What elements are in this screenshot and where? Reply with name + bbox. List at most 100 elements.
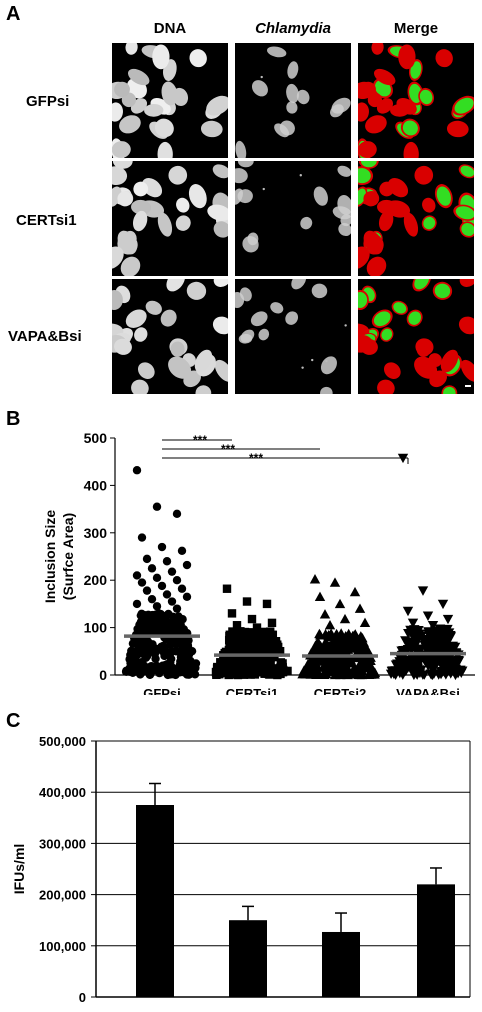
inclusion-shape bbox=[358, 188, 366, 205]
nucleus-shape bbox=[212, 316, 228, 335]
data-point bbox=[178, 615, 187, 624]
data-point bbox=[417, 586, 429, 596]
y-tick-label: 0 bbox=[99, 667, 107, 683]
data-point bbox=[357, 638, 369, 648]
nucleus-shape bbox=[213, 279, 228, 287]
data-point bbox=[136, 639, 145, 648]
data-point bbox=[141, 663, 151, 672]
data-point bbox=[402, 606, 414, 617]
column-header-chlamydia: Chlamydia bbox=[255, 20, 331, 37]
data-point bbox=[235, 647, 244, 656]
data-point bbox=[276, 658, 286, 667]
inclusion-shape bbox=[434, 283, 451, 299]
micrograph-image bbox=[112, 161, 228, 276]
inclusion-shape bbox=[358, 168, 371, 184]
inclusion-shape bbox=[258, 328, 270, 341]
data-point bbox=[273, 640, 282, 649]
data-point bbox=[245, 665, 254, 674]
data-point bbox=[245, 660, 255, 670]
speck-shape bbox=[262, 187, 265, 191]
data-point bbox=[227, 654, 236, 664]
panel-a-letter: A bbox=[6, 3, 21, 25]
data-point bbox=[254, 645, 264, 655]
x-tick-label: VAPA&Bsi bbox=[402, 1009, 471, 1012]
nucleus-shape bbox=[168, 165, 188, 185]
bar bbox=[417, 884, 455, 997]
nucleus-shape bbox=[112, 246, 124, 270]
data-point bbox=[265, 629, 274, 639]
nucleus-shape bbox=[363, 191, 379, 207]
inclusion-shape bbox=[358, 292, 368, 309]
data-point bbox=[172, 604, 182, 613]
data-point bbox=[396, 646, 407, 656]
data-point bbox=[312, 662, 324, 672]
data-point bbox=[154, 618, 163, 628]
data-point bbox=[240, 635, 249, 644]
data-point bbox=[432, 638, 444, 648]
nucleus-shape bbox=[422, 197, 436, 213]
speck-shape bbox=[344, 324, 347, 327]
data-point bbox=[334, 598, 346, 609]
y-tick-label: 400 bbox=[84, 477, 108, 493]
data-point bbox=[326, 638, 338, 648]
inclusion-shape bbox=[235, 168, 248, 184]
data-point bbox=[408, 670, 420, 681]
data-point bbox=[186, 656, 195, 666]
nucleus-shape bbox=[358, 102, 369, 122]
data-point bbox=[163, 660, 172, 669]
nucleus-shape bbox=[160, 309, 177, 327]
nucleus-shape bbox=[377, 199, 398, 215]
data-point bbox=[217, 661, 227, 670]
y-tick-label: 200,000 bbox=[39, 888, 86, 903]
nucleus-shape bbox=[132, 210, 148, 232]
data-point bbox=[264, 652, 273, 662]
data-point bbox=[227, 659, 237, 669]
nucleus-shape bbox=[120, 256, 141, 276]
speck-shape bbox=[311, 358, 314, 362]
data-point bbox=[224, 670, 234, 679]
nucleus-shape bbox=[194, 349, 213, 373]
data-point bbox=[412, 633, 424, 644]
data-point bbox=[272, 647, 281, 657]
x-tick-label: VAPA&Bsi bbox=[396, 686, 460, 695]
data-point bbox=[437, 658, 448, 669]
inclusion-shape bbox=[337, 165, 351, 177]
data-point bbox=[401, 637, 413, 648]
data-point bbox=[349, 586, 361, 597]
nucleus-shape bbox=[112, 290, 123, 310]
scale-bar bbox=[465, 385, 471, 387]
nucleus-shape bbox=[435, 49, 453, 68]
significance-label: *** bbox=[221, 442, 235, 456]
inclusion-shape bbox=[320, 386, 333, 394]
series-CERTsi1 bbox=[211, 584, 292, 680]
nucleus-shape bbox=[403, 212, 419, 237]
inclusion-shape bbox=[300, 216, 313, 230]
micrograph-image bbox=[112, 43, 228, 158]
nucleus-shape bbox=[378, 210, 394, 232]
data-point bbox=[250, 668, 259, 677]
inclusion-shape bbox=[313, 186, 328, 206]
data-point bbox=[259, 640, 268, 649]
nucleus-shape bbox=[152, 44, 170, 70]
nucleus-shape bbox=[207, 204, 228, 221]
data-point bbox=[182, 560, 192, 570]
data-point bbox=[132, 599, 142, 609]
inclusion-shape bbox=[408, 311, 422, 325]
nucleus-shape bbox=[157, 141, 173, 158]
data-point bbox=[152, 602, 162, 611]
inclusion-shape bbox=[251, 80, 268, 97]
data-point bbox=[221, 654, 231, 663]
nucleus-shape bbox=[131, 199, 152, 215]
data-point bbox=[270, 652, 279, 662]
column-header-merge: Merge bbox=[393, 20, 439, 37]
data-point bbox=[333, 636, 344, 646]
inclusion-shape bbox=[311, 283, 328, 299]
data-point bbox=[236, 661, 245, 671]
nucleus-shape bbox=[459, 279, 474, 287]
data-point bbox=[132, 466, 142, 475]
nucleus-shape bbox=[358, 246, 370, 270]
speck-shape bbox=[325, 359, 328, 363]
inclusion-shape bbox=[250, 311, 268, 327]
data-point bbox=[142, 586, 152, 595]
nucleus-shape bbox=[128, 68, 150, 86]
